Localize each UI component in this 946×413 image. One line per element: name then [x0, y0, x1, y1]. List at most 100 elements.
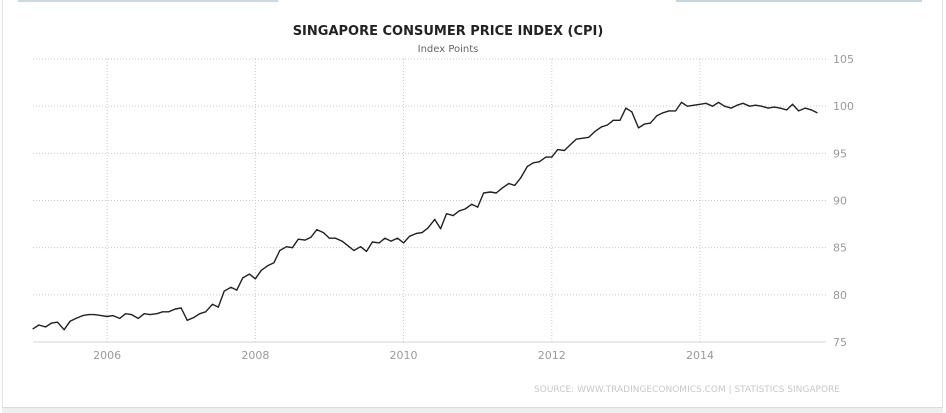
- data-point: [205, 311, 207, 313]
- data-point: [612, 119, 614, 121]
- y-tick-label: 85: [833, 242, 847, 255]
- data-point: [514, 184, 516, 186]
- data-point: [563, 149, 566, 152]
- chart-subtitle: Index Points: [418, 44, 479, 55]
- data-point: [736, 104, 738, 106]
- x-tick-label: 2008: [241, 349, 269, 362]
- data-point: [390, 240, 392, 242]
- data-point: [112, 315, 114, 317]
- data-point: [594, 131, 596, 133]
- data-point: [353, 249, 355, 252]
- data-point: [267, 265, 269, 267]
- data-point: [174, 308, 176, 310]
- data-point: [69, 320, 71, 322]
- data-point: [291, 247, 293, 249]
- data-point: [279, 249, 281, 252]
- data-point: [619, 119, 621, 121]
- data-point: [168, 311, 170, 313]
- data-point: [248, 273, 250, 275]
- data-point: [520, 177, 522, 179]
- data-point: [464, 208, 466, 210]
- data-point: [779, 107, 781, 109]
- data-point: [798, 110, 800, 112]
- data-point: [723, 105, 726, 107]
- data-point: [50, 322, 53, 324]
- data-point: [180, 307, 182, 309]
- bottom-border: [2, 407, 943, 413]
- y-tick-label: 80: [833, 289, 847, 302]
- data-point: [193, 316, 195, 319]
- data-point: [143, 313, 145, 315]
- data-point: [742, 102, 744, 104]
- data-point: [32, 328, 34, 330]
- y-tick-label: 100: [833, 100, 854, 113]
- data-point: [156, 313, 158, 315]
- data-point: [668, 110, 670, 112]
- data-point: [297, 238, 299, 240]
- data-point: [236, 289, 238, 291]
- data-point: [125, 313, 127, 315]
- data-point: [445, 213, 448, 215]
- data-point: [38, 324, 40, 326]
- data-point: [131, 314, 133, 316]
- data-point: [773, 106, 775, 108]
- data-point: [434, 218, 436, 220]
- data-point: [365, 250, 368, 252]
- data-point: [199, 313, 201, 315]
- data-point: [606, 124, 609, 126]
- data-point: [334, 237, 336, 239]
- data-point: [63, 329, 65, 331]
- data-point: [656, 115, 658, 117]
- data-point: [649, 122, 652, 124]
- top-accent-bar: [18, 0, 278, 2]
- data-point: [532, 162, 534, 164]
- series-line: [32, 101, 818, 331]
- data-point: [712, 105, 714, 107]
- data-point: [575, 138, 577, 140]
- data-point: [680, 101, 683, 103]
- data-point: [625, 107, 627, 109]
- data-point: [538, 161, 540, 163]
- data-point: [662, 112, 664, 114]
- data-point: [792, 103, 794, 105]
- data-point: [699, 103, 701, 105]
- data-point: [82, 315, 84, 317]
- x-axis-ticks: 2006 2008 2010 2012 2014: [93, 349, 714, 362]
- data-point: [421, 232, 423, 234]
- data-point: [452, 215, 454, 217]
- data-point: [211, 303, 213, 305]
- data-point: [273, 262, 275, 264]
- data-point: [310, 236, 312, 238]
- data-point: [230, 286, 232, 288]
- data-point: [285, 246, 288, 248]
- data-point: [75, 317, 77, 319]
- x-tick-label: 2012: [538, 349, 566, 362]
- data-point: [545, 156, 547, 158]
- data-point: [705, 102, 707, 104]
- data-point: [149, 314, 151, 316]
- data-point: [186, 319, 188, 321]
- data-point: [360, 246, 362, 248]
- data-point: [378, 242, 380, 244]
- data-point: [223, 290, 225, 292]
- data-point: [328, 237, 330, 239]
- top-accent-bar: [676, 0, 922, 2]
- data-point: [408, 235, 411, 237]
- data-point: [588, 136, 590, 138]
- data-point: [471, 203, 473, 205]
- grid: [33, 58, 826, 343]
- data-point: [260, 269, 262, 271]
- data-point: [489, 191, 491, 193]
- data-point: [804, 107, 806, 109]
- data-point: [56, 321, 59, 323]
- data-point: [816, 112, 818, 114]
- data-point: [93, 314, 96, 316]
- data-point: [767, 107, 769, 109]
- data-point: [440, 228, 442, 230]
- y-tick-label: 90: [833, 195, 847, 208]
- data-point: [557, 149, 559, 151]
- data-point: [760, 105, 763, 107]
- data-point: [717, 101, 720, 103]
- data-point: [501, 187, 503, 189]
